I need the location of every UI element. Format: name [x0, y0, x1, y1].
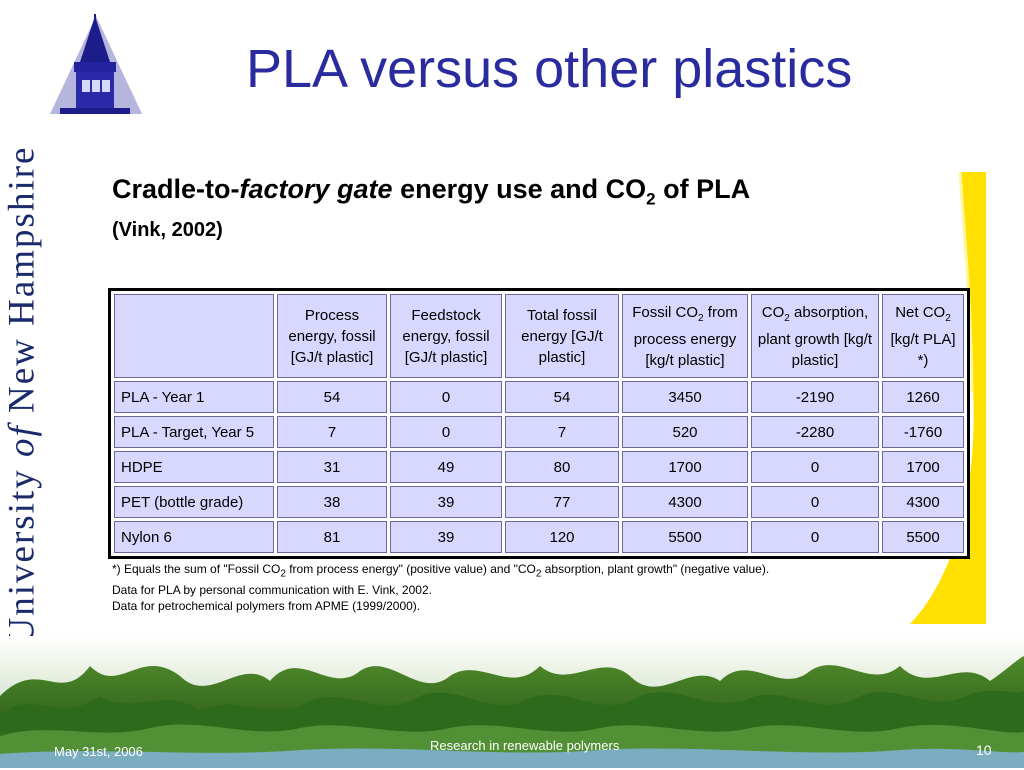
cell-net-co2: 4300 [882, 486, 964, 518]
table-source: (Vink, 2002) [112, 219, 223, 241]
cell-total-energy: 120 [505, 521, 619, 553]
university-name: University of New Hampshire [1, 146, 44, 645]
cell-total-energy: 54 [505, 381, 619, 413]
footnote-co2-sum: *) Equals the sum of "Fossil CO2 from pr… [112, 562, 770, 580]
banner-part1: University [1, 457, 43, 645]
slide-title: PLA versus other plastics [246, 39, 853, 99]
cell-fossil-co2: 4300 [622, 486, 748, 518]
table-header-row: Process energy, fossil [GJ/t plastic] Fe… [114, 294, 964, 378]
header-co2-absorption: CO2 absorption, plant growth [kg/t plast… [751, 294, 879, 378]
row-label: Nylon 6 [114, 521, 274, 553]
header-fossil-co2: Fossil CO2 from process energy [kg/t pla… [622, 294, 748, 378]
cell-fossil-co2: 5500 [622, 521, 748, 553]
table-row: PET (bottle grade) 38 39 77 4300 0 4300 [114, 486, 964, 518]
subtitle-part1: Cradle-to- [112, 174, 240, 204]
table-row: HDPE 31 49 80 1700 0 1700 [114, 451, 964, 483]
cell-net-co2: -1760 [882, 416, 964, 448]
subtitle-italic: factory gate [239, 174, 393, 204]
header-empty [114, 294, 274, 378]
cell-net-co2: 5500 [882, 521, 964, 553]
header-net-co2: Net CO2 [kg/t PLA] *) [882, 294, 964, 378]
footnote-pla-source: Data for PLA by personal communication w… [112, 583, 432, 598]
footer-title: Research in renewable polymers [430, 738, 620, 753]
banner-of: of [1, 424, 43, 458]
cell-process-energy: 7 [277, 416, 387, 448]
table-row: PLA - Target, Year 5 7 0 7 520 -2280 -17… [114, 416, 964, 448]
banner-part2: New Hampshire [1, 145, 43, 425]
cell-feedstock-energy: 0 [390, 416, 502, 448]
table-row: Nylon 6 81 39 120 5500 0 5500 [114, 521, 964, 553]
cell-net-co2: 1260 [882, 381, 964, 413]
row-label: PLA - Year 1 [114, 381, 274, 413]
cell-fossil-co2: 520 [622, 416, 748, 448]
header-process-energy: Process energy, fossil [GJ/t plastic] [277, 294, 387, 378]
cell-total-energy: 77 [505, 486, 619, 518]
footnote-petrochemical-source: Data for petrochemical polymers from APM… [112, 599, 421, 614]
cell-process-energy: 38 [277, 486, 387, 518]
cell-feedstock-energy: 0 [390, 381, 502, 413]
page-number: 10 [976, 742, 992, 758]
cell-fossil-co2: 3450 [622, 381, 748, 413]
table-row: PLA - Year 1 54 0 54 3450 -2190 1260 [114, 381, 964, 413]
subtitle-subscript: 2 [646, 189, 656, 209]
unh-tower-logo [50, 14, 142, 114]
cell-co2-absorption: 0 [751, 521, 879, 553]
cell-co2-absorption: -2280 [751, 416, 879, 448]
footnotes: *) Equals the sum of "Fossil CO2 from pr… [112, 561, 769, 614]
footer-date: May 31st, 2006 [54, 744, 143, 759]
header-feedstock-energy: Feedstock energy, fossil [GJ/t plastic] [390, 294, 502, 378]
row-label: PET (bottle grade) [114, 486, 274, 518]
cell-co2-absorption: 0 [751, 451, 879, 483]
cell-process-energy: 54 [277, 381, 387, 413]
cell-feedstock-energy: 39 [390, 486, 502, 518]
table-subtitle: Cradle-to-factory gate energy use and CO… [112, 174, 750, 209]
subtitle-part2: energy use and CO [392, 174, 647, 204]
cell-total-energy: 80 [505, 451, 619, 483]
comparison-table: Process energy, fossil [GJ/t plastic] Fe… [108, 288, 970, 559]
row-label: HDPE [114, 451, 274, 483]
cell-co2-absorption: 0 [751, 486, 879, 518]
cell-fossil-co2: 1700 [622, 451, 748, 483]
cell-process-energy: 31 [277, 451, 387, 483]
cell-process-energy: 81 [277, 521, 387, 553]
subtitle-part3: of PLA [655, 174, 751, 204]
cell-feedstock-energy: 49 [390, 451, 502, 483]
cell-co2-absorption: -2190 [751, 381, 879, 413]
row-label: PLA - Target, Year 5 [114, 416, 274, 448]
header-total-fossil-energy: Total fossil energy [GJ/t plastic] [505, 294, 619, 378]
corn-field-image [0, 636, 1024, 768]
cell-net-co2: 1700 [882, 451, 964, 483]
cell-feedstock-energy: 39 [390, 521, 502, 553]
cell-total-energy: 7 [505, 416, 619, 448]
